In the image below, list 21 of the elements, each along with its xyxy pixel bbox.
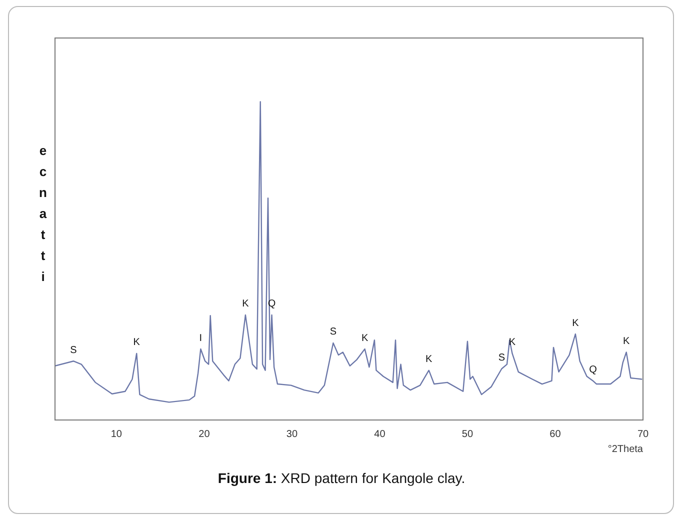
x-tick-label: 60	[550, 428, 562, 440]
annotation: K	[622, 336, 630, 347]
annotation: K	[133, 337, 140, 348]
text: Figure 1: XRD pattern for Kangole clay.	[216, 470, 466, 486]
annotation: S	[498, 352, 506, 364]
x-tick-label: 70	[637, 428, 649, 440]
x-axis-title: °2Theta	[608, 444, 644, 455]
annotation: S	[70, 344, 78, 356]
y-axis-title: ecnatti	[38, 142, 48, 286]
annotation: I	[199, 332, 202, 344]
x-tick-label: 50	[462, 428, 474, 440]
x-tick-label: 40	[374, 428, 386, 440]
annotation: K	[572, 318, 580, 329]
annotation: Q	[589, 364, 598, 376]
annotation: K	[361, 332, 368, 344]
annotation: K	[426, 354, 433, 366]
x-tick-label: 10	[110, 428, 122, 440]
annotation: K	[242, 298, 250, 310]
x-tick-label: 20	[198, 428, 210, 440]
annotation: S	[330, 326, 337, 338]
x-tick-label: 30	[286, 428, 298, 440]
